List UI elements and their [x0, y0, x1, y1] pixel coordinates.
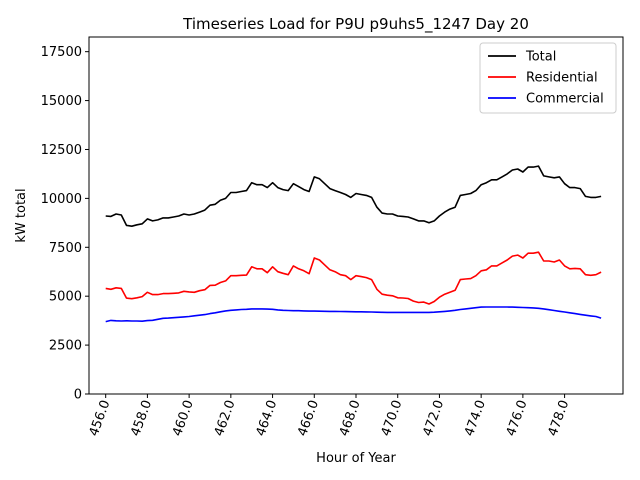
- y-tick-label: 17500: [41, 45, 82, 60]
- x-tick-label: 462.0: [212, 398, 239, 438]
- x-tick-label: 476.0: [504, 398, 531, 438]
- chart-title: Timeseries Load for P9U p9uhs5_1247 Day …: [182, 15, 529, 34]
- y-tick-label: 15000: [41, 94, 82, 109]
- x-tick-label: 470.0: [379, 398, 406, 438]
- y-axis-title: kW total: [14, 188, 29, 242]
- y-tick-label: 12500: [41, 143, 82, 158]
- x-tick-label: 474.0: [462, 398, 489, 438]
- axis-ticks: 0 2500 5000 7500 10000 12500 15000 17500 456.0 45…: [41, 45, 573, 438]
- y-tick-label: 5000: [49, 290, 82, 305]
- axes-frame: [88, 36, 624, 395]
- x-tick-label: 464.0: [253, 398, 280, 438]
- legend: Total Residential Commercial: [479, 42, 617, 114]
- y-tick-label: 7500: [49, 241, 82, 256]
- x-tick-label: 456.0: [87, 398, 114, 438]
- x-tick-label: 466.0: [295, 398, 322, 438]
- series-line-residential: [105, 251, 602, 305]
- legend-label-commercial: Commercial: [526, 92, 604, 107]
- x-tick-label: 472.0: [420, 398, 447, 438]
- legend-label-residential: Residential: [526, 71, 598, 86]
- x-axis-title: Hour of Year: [316, 451, 396, 466]
- y-tick-label: 2500: [49, 339, 82, 354]
- series-layer: [105, 165, 602, 323]
- legend-box: [479, 42, 617, 114]
- series-line-total: [105, 165, 602, 227]
- y-tick-label: 0: [74, 388, 82, 403]
- x-tick-label: 468.0: [337, 398, 364, 438]
- x-tick-label: 478.0: [546, 398, 573, 438]
- series-line-commercial: [105, 306, 602, 323]
- y-tick-label: 10000: [41, 192, 82, 207]
- x-tick-label: 458.0: [128, 398, 155, 438]
- legend-label-total: Total: [525, 50, 556, 65]
- x-tick-label: 460.0: [170, 398, 197, 438]
